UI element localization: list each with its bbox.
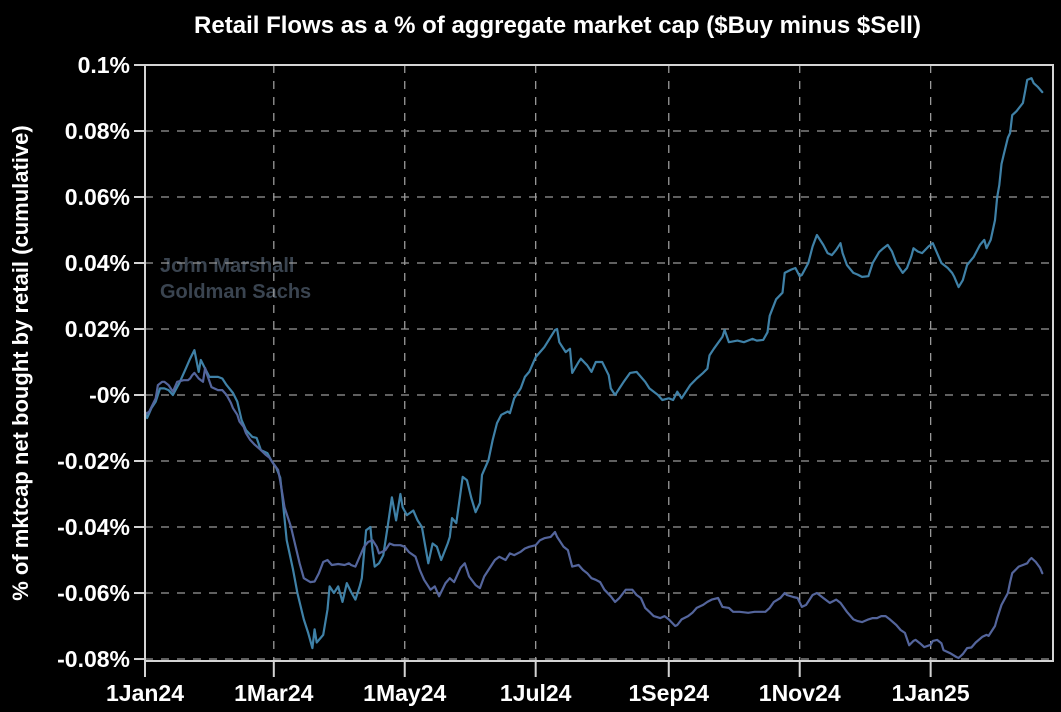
chart-title: Retail Flows as a % of aggregate market …	[194, 12, 921, 39]
series-line-retail-flows-dark-blue	[143, 366, 1044, 660]
x-tick-label: 1Jul24	[500, 680, 572, 706]
y-tick-label: 0.04%	[65, 250, 130, 276]
x-tick-label: 1Nov24	[759, 680, 841, 706]
y-tick-label: -0%	[89, 382, 130, 408]
plot-border	[144, 64, 1054, 662]
y-tick-label: -0.02%	[57, 448, 130, 474]
plot-border-rect	[144, 64, 1054, 662]
x-tick-label: 1Jan25	[892, 680, 970, 706]
x-tick-label: 1May24	[363, 680, 446, 706]
y-tick-label: -0.06%	[57, 580, 130, 606]
watermark-line2: Goldman Sachs	[160, 281, 311, 303]
axis-ticks	[134, 64, 932, 677]
x-tick-labels: 1Jan24 1Mar24 1May24 1Jul24 1Sep24 1Nov24 1Jan…	[106, 680, 970, 706]
gridlines	[145, 65, 1053, 661]
x-tick-label: 1Mar24	[234, 680, 313, 706]
watermark: John Marshall Goldman Sachs	[160, 255, 311, 303]
x-tick-label: 1Jan24	[106, 680, 184, 706]
y-tick-label: 0.02%	[65, 316, 130, 342]
y-tick-label: -0.04%	[57, 514, 130, 540]
y-tick-label: 0.08%	[65, 118, 130, 144]
watermark-line1: John Marshall	[160, 255, 294, 277]
series-line-retail-flows-light-blue	[143, 77, 1044, 650]
y-tick-label: -0.08%	[57, 646, 130, 672]
x-tick-label: 1Sep24	[628, 680, 709, 706]
y-tick-label: 0.1%	[78, 52, 130, 78]
y-tick-labels: 0.1% 0.08% 0.06% 0.04% 0.02% -0% -0.02% -0.04% -…	[57, 52, 130, 672]
y-tick-label: 0.06%	[65, 184, 130, 210]
series-lines	[143, 77, 1044, 660]
